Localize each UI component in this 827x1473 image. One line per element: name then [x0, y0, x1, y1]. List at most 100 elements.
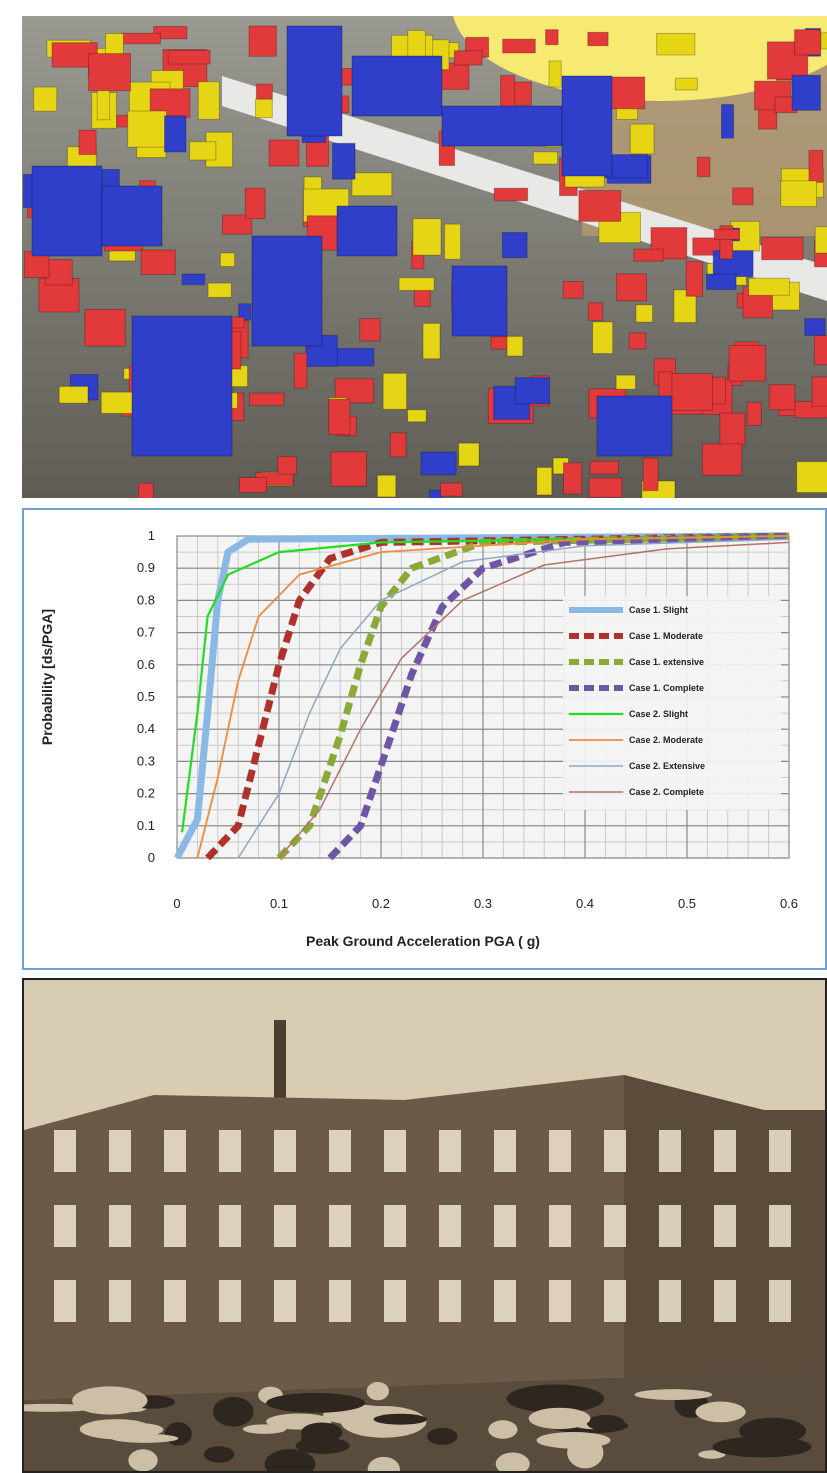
rubble [111, 1433, 179, 1443]
tall-building [101, 185, 163, 247]
y-tick-label: 0.9 [137, 560, 155, 575]
building-block [277, 455, 297, 475]
fragility-chart-panel: 0 0.1 0.2 0.3 0.4 0.5 0.6 0 0.1 0.2 0.3 0.4 0.5 0.6 0… [22, 508, 827, 970]
window-opening [329, 1280, 351, 1322]
window-opening [164, 1280, 186, 1322]
rubble [203, 1446, 235, 1463]
tall-building [251, 235, 323, 347]
building-block [804, 318, 826, 336]
building-block [720, 104, 735, 139]
window-opening [549, 1130, 571, 1172]
building-block [88, 53, 131, 92]
window-opening [604, 1280, 626, 1322]
rubble [367, 1456, 400, 1471]
building-block [444, 223, 462, 260]
series-line-1 [205, 532, 790, 861]
legend-box [563, 596, 781, 810]
y-tick-label: 1 [148, 528, 155, 543]
building-block [164, 115, 187, 153]
building-block [712, 250, 754, 278]
window-opening [714, 1130, 736, 1172]
building-block [506, 335, 524, 357]
building-block [706, 273, 737, 291]
tall-building [596, 395, 673, 457]
building-block [635, 304, 654, 323]
y-tick-label: 0.6 [137, 657, 155, 672]
window-opening [439, 1205, 461, 1247]
x-tick-label: 0.4 [576, 896, 594, 911]
window-opening [494, 1130, 516, 1172]
window-opening [109, 1130, 131, 1172]
building-block [58, 385, 89, 404]
window-opening [549, 1280, 571, 1322]
y-tick-labels: 0 0.1 0.2 0.3 0.4 0.5 0.6 0.7 0.8 0.9 1 [137, 528, 155, 865]
window-opening [769, 1130, 791, 1172]
building-block [548, 60, 562, 88]
y-tick-label: 0.3 [137, 753, 155, 768]
damaged-building-photo [22, 978, 827, 1473]
building-block [768, 384, 796, 411]
building-block [96, 88, 111, 121]
rubble [128, 1449, 158, 1471]
building-block [127, 110, 168, 148]
window-opening [219, 1205, 241, 1247]
building-block [440, 482, 463, 497]
building-block [588, 477, 623, 498]
building-block [351, 172, 393, 197]
series-line-7 [278, 541, 790, 859]
tall-building [451, 265, 508, 337]
rubble [366, 1381, 390, 1401]
y-tick-label: 0.7 [137, 625, 155, 640]
rubble [488, 1420, 518, 1439]
building-block [545, 29, 559, 46]
building-block [628, 332, 647, 350]
building-block [814, 226, 827, 254]
legend-label: Case 1. extensive [629, 657, 704, 667]
y-tick-label: 0.8 [137, 592, 155, 607]
tall-building [336, 205, 398, 257]
building-block [181, 273, 206, 286]
window-opening [714, 1280, 736, 1322]
building-block [453, 50, 483, 66]
building-block [407, 409, 427, 423]
legend-label: Case 2. Slight [629, 709, 688, 719]
rubble [506, 1384, 605, 1413]
building-block [336, 347, 375, 367]
building-block [605, 76, 646, 110]
building-block [592, 321, 614, 355]
building-block [413, 289, 431, 307]
building-block [791, 74, 821, 111]
building-block [587, 31, 609, 47]
window-opening [439, 1130, 461, 1172]
window-opening [494, 1205, 516, 1247]
window-opening [384, 1130, 406, 1172]
building-block [642, 457, 659, 492]
legend-label: Case 2. Complete [629, 787, 704, 797]
y-tick-label: 0.4 [137, 721, 155, 736]
building-block [138, 482, 154, 498]
building-block [33, 86, 58, 112]
series-line-4 [181, 534, 790, 833]
building-block [167, 49, 211, 65]
y-tick-label: 0 [148, 850, 155, 865]
window-opening [549, 1205, 571, 1247]
series-line-5 [196, 535, 790, 859]
building-block [420, 451, 457, 476]
building-block [578, 190, 622, 222]
building-block [536, 466, 553, 496]
building-block [658, 371, 673, 401]
building-block [140, 249, 176, 276]
building-block [422, 322, 441, 360]
building-block [746, 401, 762, 426]
window-opening [109, 1280, 131, 1322]
building-block [674, 77, 698, 91]
building-block [328, 398, 351, 436]
building-block [685, 260, 704, 297]
building-block [732, 187, 754, 206]
building-block [761, 236, 804, 261]
building-block [728, 344, 767, 382]
building-block [120, 32, 161, 45]
building-block [813, 335, 827, 366]
tall-building [351, 55, 443, 117]
building-block [255, 98, 273, 119]
